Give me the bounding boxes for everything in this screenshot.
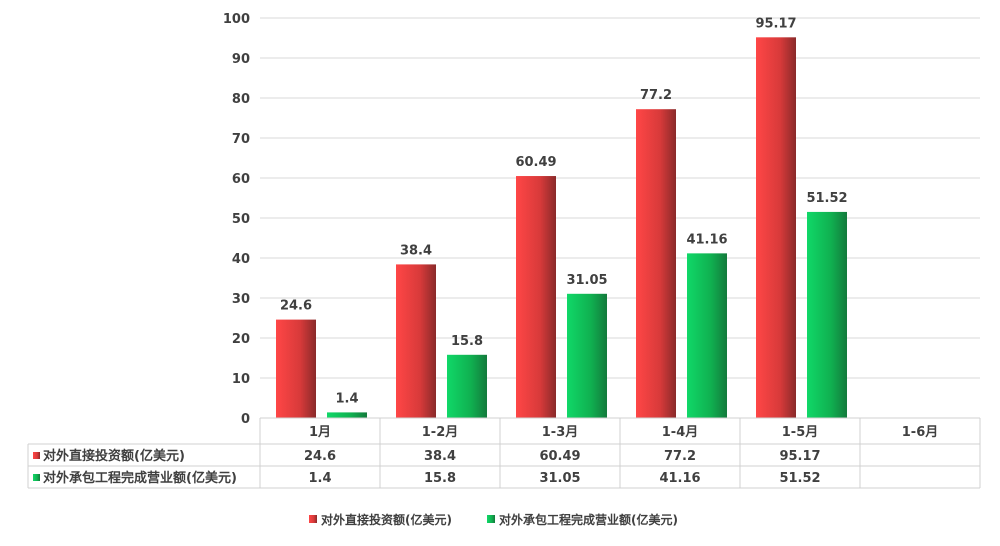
table-cell: 77.2	[664, 449, 696, 464]
bar-investment	[756, 37, 796, 418]
category-label: 1-6月	[902, 425, 939, 440]
data-label: 31.05	[566, 273, 607, 288]
table-cell: 31.05	[539, 471, 580, 486]
table-cell: 38.4	[424, 449, 456, 464]
table-cell: 51.52	[779, 471, 820, 486]
bar-investment	[516, 176, 556, 418]
table-cell: 95.17	[779, 449, 820, 464]
legend-key	[33, 452, 40, 459]
table-cell: 41.16	[659, 471, 700, 486]
legend-swatch	[487, 515, 495, 523]
y-tick-label: 30	[232, 292, 250, 307]
table-row-label: 对外承包工程完成营业额(亿美元)	[43, 470, 237, 486]
bar-contracting	[687, 253, 727, 418]
legend-swatch	[309, 515, 317, 523]
y-tick-label: 60	[232, 172, 250, 187]
bar-contracting	[567, 293, 607, 418]
data-label: 95.17	[755, 16, 796, 31]
y-tick-label: 90	[232, 52, 250, 67]
data-label: 77.2	[640, 88, 672, 103]
data-label: 41.16	[686, 232, 727, 247]
y-tick-label: 10	[232, 372, 250, 387]
bar-contracting	[447, 354, 487, 418]
bar-investment	[396, 264, 436, 418]
y-tick-label: 80	[232, 92, 250, 107]
bar-investment	[276, 319, 316, 418]
table-cell: 15.8	[424, 471, 456, 486]
bar-investment	[636, 109, 676, 418]
y-tick-label: 70	[232, 132, 250, 147]
category-label: 1-3月	[542, 425, 579, 440]
table-cell: 1.4	[308, 471, 331, 486]
data-label: 51.52	[806, 191, 847, 206]
y-tick-label: 20	[232, 332, 250, 347]
category-label: 1-2月	[422, 425, 459, 440]
category-label: 1-5月	[782, 425, 819, 440]
y-tick-label: 100	[223, 12, 250, 27]
y-tick-label: 40	[232, 252, 250, 267]
legend-key	[33, 474, 40, 481]
table-cell: 24.6	[304, 449, 336, 464]
legend-label: 对外直接投资额(亿美元)	[321, 512, 452, 527]
bar-contracting	[327, 412, 367, 418]
data-label: 60.49	[515, 155, 556, 170]
data-label: 15.8	[451, 334, 483, 349]
data-label: 24.6	[280, 299, 312, 314]
data-label: 1.4	[335, 391, 358, 406]
y-tick-label: 50	[232, 212, 250, 227]
category-label: 1-4月	[662, 425, 699, 440]
category-label: 1月	[309, 425, 331, 440]
y-tick-label: 0	[241, 412, 250, 427]
table-row-label: 对外直接投资额(亿美元)	[43, 448, 185, 464]
table-cell: 60.49	[539, 449, 580, 464]
data-label: 38.4	[400, 243, 432, 258]
legend-label: 对外承包工程完成营业额(亿美元)	[499, 512, 678, 527]
bar-contracting	[807, 211, 847, 418]
